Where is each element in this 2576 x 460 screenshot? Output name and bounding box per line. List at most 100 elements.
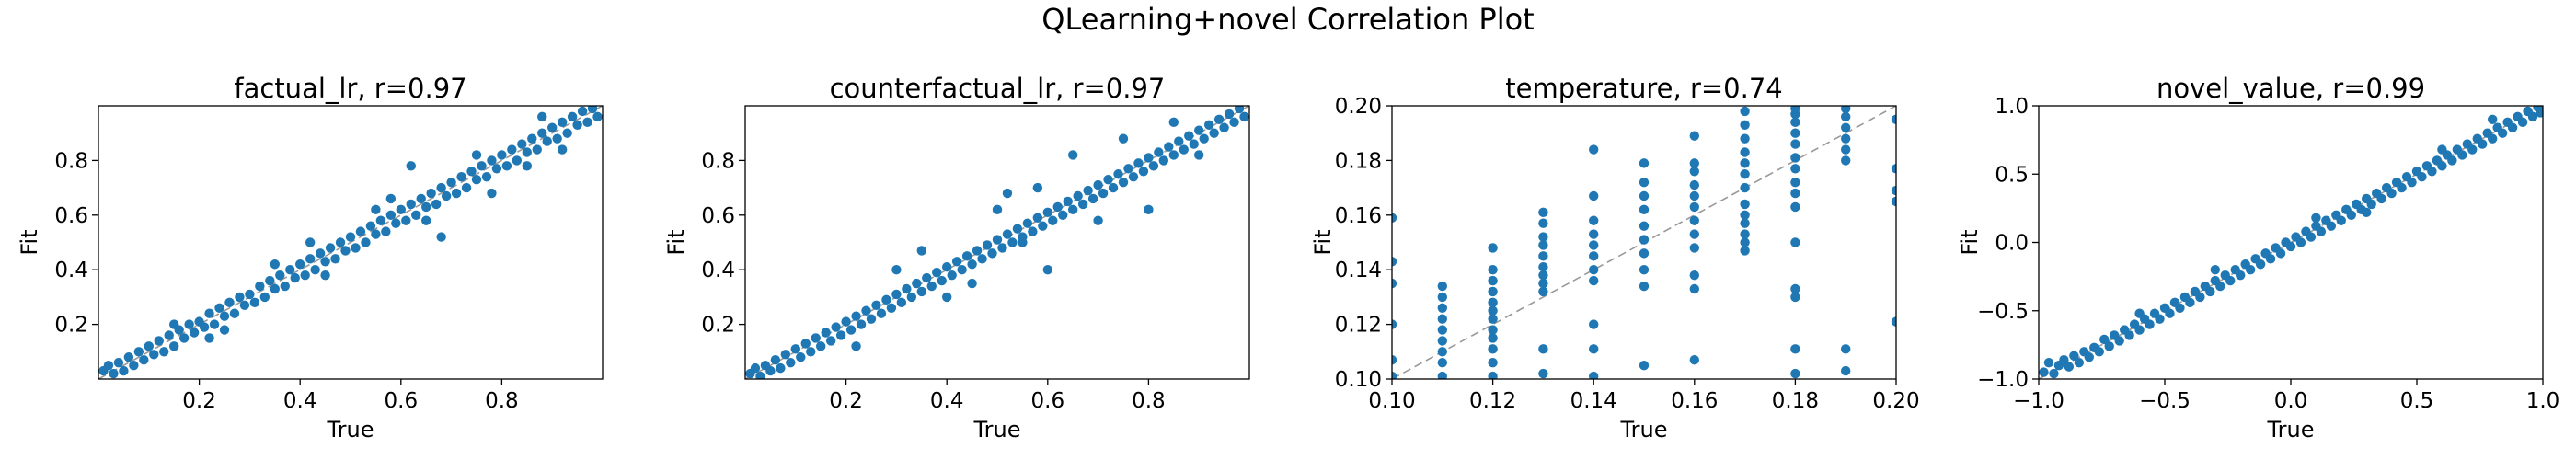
data-point: [1891, 316, 1896, 327]
x-tick-label: −0.5: [2139, 389, 2191, 413]
y-tick-label: 0.4: [54, 259, 88, 282]
data-point: [1589, 144, 1599, 155]
data-point: [381, 226, 391, 236]
data-point: [1740, 218, 1750, 228]
subplot-title: counterfactual_lr, r=0.97: [830, 73, 1166, 104]
data-point: [1002, 188, 1013, 199]
data-point: [557, 117, 568, 128]
data-point: [265, 275, 275, 286]
data-point: [987, 248, 997, 259]
data-point: [2447, 155, 2457, 166]
data-point: [1437, 336, 1448, 346]
data-point: [2255, 259, 2266, 270]
data-point: [325, 243, 336, 253]
data-point: [2225, 275, 2236, 286]
data-point: [371, 229, 381, 239]
data-point: [1740, 147, 1750, 157]
data-point: [567, 111, 578, 122]
data-point: [2145, 319, 2155, 329]
data-point: [320, 270, 330, 281]
data-point: [406, 199, 416, 210]
data-point: [1841, 144, 1851, 155]
data-point: [1063, 196, 1073, 207]
data-point: [224, 297, 235, 308]
data-point: [941, 262, 952, 272]
x-tick-label: 0.20: [1872, 389, 1919, 413]
data-layer: [2039, 106, 2543, 379]
data-point: [1012, 224, 1023, 234]
y-axis-label: Fit: [17, 229, 42, 255]
data-point: [1790, 139, 1800, 149]
y-tick-label: 0.8: [54, 149, 88, 173]
data-point: [537, 111, 547, 122]
data-point: [1488, 286, 1498, 297]
data-point: [1689, 355, 1700, 365]
data-point: [1488, 275, 1498, 286]
subplot-title: novel_value, r=0.99: [2156, 73, 2425, 104]
data-point: [891, 265, 902, 275]
y-axis-label: Fit: [663, 229, 689, 255]
data-point: [290, 272, 300, 283]
data-point: [2316, 226, 2327, 236]
data-point: [305, 254, 316, 264]
data-point: [436, 182, 446, 193]
data-point: [2507, 122, 2518, 132]
data-point: [1790, 177, 1800, 188]
data-point: [2099, 334, 2110, 345]
data-point: [2215, 281, 2225, 292]
data-point: [1689, 229, 1700, 239]
data-point: [770, 355, 781, 365]
data-point: [2104, 341, 2114, 351]
data-point: [2049, 368, 2059, 379]
data-point: [451, 188, 462, 199]
data-point: [1073, 190, 1083, 201]
data-point: [2497, 128, 2508, 138]
data-point: [355, 226, 366, 236]
data-point: [1184, 131, 1194, 141]
x-axis-label: True: [327, 417, 374, 443]
identity-line: [98, 106, 603, 379]
data-point: [1689, 283, 1700, 294]
data-point: [285, 265, 295, 275]
data-point: [906, 292, 917, 303]
data-point: [811, 333, 821, 343]
x-tick-label: 0.14: [1570, 389, 1617, 413]
data-point: [1048, 215, 1058, 225]
data-point: [1639, 221, 1650, 231]
data-point: [149, 350, 159, 360]
y-tick-label: 0.5: [1995, 163, 2029, 187]
subplot-title: factual_lr, r=0.97: [234, 73, 466, 104]
data-point: [2039, 367, 2049, 377]
data-point: [1639, 248, 1650, 259]
data-point: [2517, 117, 2528, 128]
data-point: [1488, 344, 1498, 354]
data-point: [532, 144, 542, 155]
data-point: [184, 319, 194, 329]
data-point: [2205, 286, 2215, 297]
data-point: [1058, 210, 1068, 220]
y-tick-label: −1.0: [1977, 368, 2029, 392]
data-point: [2427, 167, 2437, 177]
data-point: [178, 333, 190, 343]
data-point: [1891, 185, 1896, 196]
data-point: [1213, 114, 1225, 125]
data-point: [982, 240, 993, 250]
data-point: [922, 272, 932, 283]
data-point: [1138, 167, 1149, 177]
data-point: [1174, 136, 1184, 146]
data-point: [1790, 237, 1800, 247]
data-point: [1488, 314, 1498, 324]
data-point: [1841, 106, 1851, 114]
data-point: [1841, 111, 1851, 122]
data-point: [1841, 365, 1851, 376]
data-point: [255, 281, 265, 292]
data-point: [947, 270, 957, 281]
data-point: [1164, 142, 1174, 152]
data-point: [557, 144, 568, 155]
data-point: [932, 267, 942, 278]
data-point: [786, 357, 796, 368]
x-tick-label: 1.0: [2526, 389, 2560, 413]
data-point: [416, 193, 426, 204]
data-point: [1209, 128, 1219, 138]
data-point: [1194, 150, 1204, 160]
